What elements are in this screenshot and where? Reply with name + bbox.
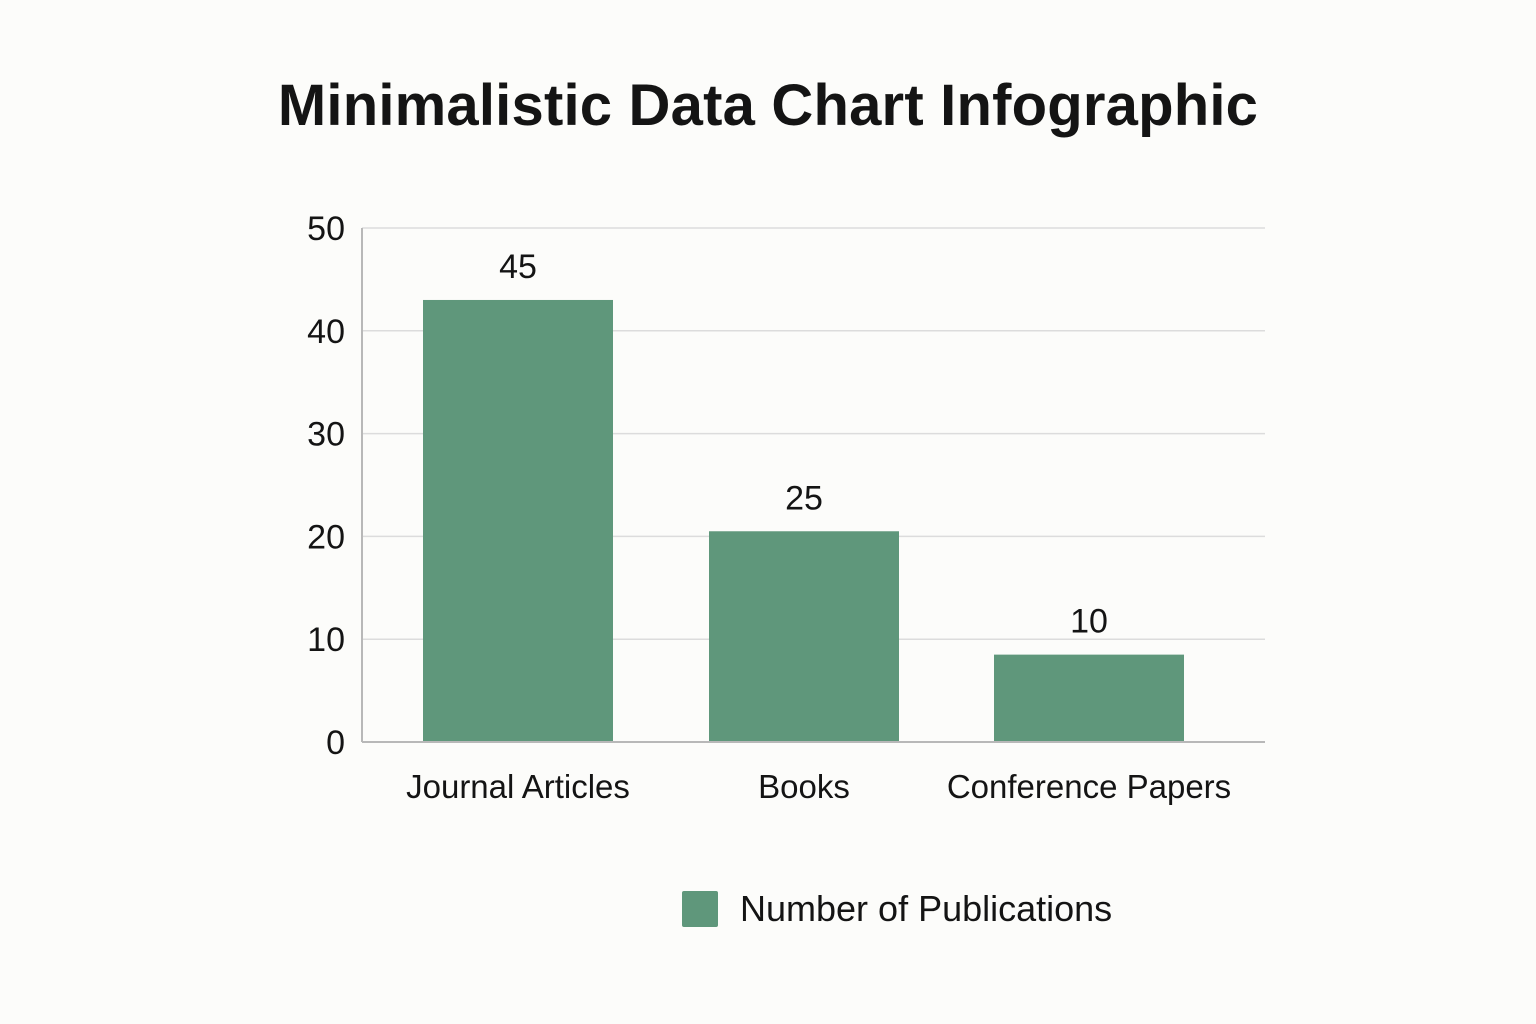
- axes: [361, 228, 1265, 743]
- bar: [423, 299, 613, 742]
- y-tick-label: 0: [326, 724, 345, 762]
- y-tick-label: 20: [307, 518, 345, 556]
- y-axis-ticks: 0 10 20 30 40 50: [307, 210, 345, 762]
- category-label: Journal Articles: [406, 768, 630, 805]
- value-label: 10: [1070, 603, 1108, 641]
- y-tick-label: 50: [307, 210, 345, 248]
- chart-title: Minimalistic Data Chart Infographic: [277, 73, 1259, 138]
- bars: [423, 299, 1184, 742]
- legend-swatch: [682, 891, 718, 927]
- category-label: Conference Papers: [947, 768, 1231, 805]
- y-tick-label: 10: [307, 621, 345, 659]
- y-tick-label: 40: [307, 313, 345, 351]
- value-label: 45: [499, 248, 537, 286]
- category-labels: Journal Articles Books Conference Papers: [406, 768, 1231, 805]
- value-label: 25: [785, 479, 823, 517]
- category-label: Books: [758, 768, 850, 805]
- value-labels: 45 25 10: [499, 248, 1108, 641]
- bar: [994, 654, 1184, 742]
- y-tick-label: 30: [307, 416, 345, 454]
- legend: Number of Publications: [682, 888, 1112, 930]
- bar-chart: 0 10 20 30 40 50 45 25 10 Journal Articles Books…: [307, 210, 1265, 805]
- legend-label: Number of Publications: [740, 888, 1113, 929]
- bar: [709, 531, 899, 742]
